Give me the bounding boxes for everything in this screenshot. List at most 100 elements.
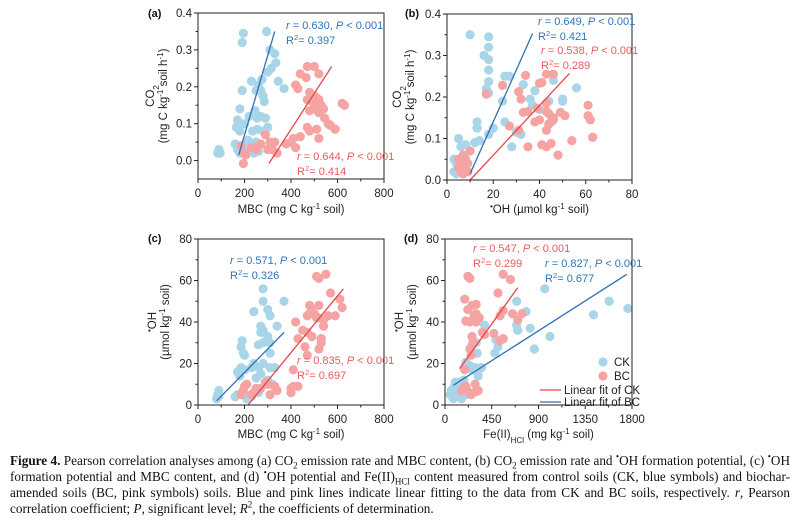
data-point-bc — [514, 87, 524, 97]
data-point-bc — [548, 115, 558, 125]
text-segment: P — [595, 258, 603, 270]
text-segment: r — [538, 16, 543, 28]
data-point-ck — [558, 96, 568, 106]
y-axis-label: •OH — [392, 312, 407, 332]
text-segment: r — [230, 255, 235, 267]
text-segment: (µmol kg — [160, 316, 172, 360]
data-point-bc — [457, 385, 467, 396]
data-point-bc — [288, 365, 298, 375]
data-point-bc — [300, 342, 310, 352]
text-segment: P — [591, 45, 599, 57]
x-tick-label: 20 — [487, 189, 500, 201]
text-segment: P — [588, 16, 596, 28]
scatter-panel: 0 450 900 1350 1800 0 20 40 60 80 Fe(II)HCl (mg kg… — [392, 233, 645, 445]
text-segment: P — [347, 151, 355, 163]
data-point-ck — [540, 284, 550, 294]
data-point-ck — [529, 344, 539, 354]
text-segment: • — [490, 202, 493, 211]
text-segment: = 0.414 — [309, 166, 346, 178]
text-segment: = 0.630, — [290, 20, 336, 32]
data-point-ck — [623, 303, 633, 314]
data-point-ck — [279, 296, 289, 306]
text-segment: soil) — [407, 284, 419, 308]
data-point-bc — [236, 390, 246, 400]
data-point-ck — [525, 323, 535, 333]
data-point-bc — [541, 69, 552, 79]
x-tick-label: 800 — [374, 414, 393, 426]
x-tick-label: 600 — [328, 188, 347, 200]
caption-segment: • — [615, 451, 620, 462]
data-point-bc — [272, 385, 282, 396]
data-point-bc — [295, 131, 305, 142]
text-segment: < 0.001 — [354, 355, 394, 367]
text-segment: 2 — [546, 29, 550, 38]
text-segment: = 0.649, — [542, 16, 588, 28]
data-point-ck — [238, 28, 248, 38]
data-point-ck — [235, 371, 245, 381]
data-point-bc — [330, 124, 340, 134]
data-point-bc — [301, 72, 311, 83]
data-point-ck — [507, 142, 517, 152]
data-point-bc — [521, 70, 531, 81]
text-segment: soil h — [158, 60, 170, 90]
data-point-bc — [495, 311, 505, 321]
text-segment: R — [541, 60, 549, 72]
scatter-panel: 0 200 400 600 800 0.0 0.1 0.2 0.3 0.4 MBC (mg C kg… — [145, 8, 394, 216]
data-point-ck — [484, 32, 494, 42]
data-point-bc — [260, 130, 271, 140]
text-segment: = 0.299 — [485, 258, 522, 270]
data-point-bc — [534, 115, 545, 125]
data-point-bc — [314, 108, 324, 118]
x-tick-label: 450 — [482, 414, 501, 426]
data-point-bc — [325, 288, 336, 298]
data-point-bc — [471, 299, 481, 309]
x-tick-label: 800 — [374, 188, 393, 200]
caption-segment: Pearson correlation analyses among (a) C… — [60, 453, 294, 468]
text-segment: 2 — [399, 86, 408, 91]
x-axis-label: Fe(II)HCl (mg kg-1 soil) — [483, 427, 594, 445]
data-point-ck — [270, 48, 280, 59]
text-segment: P — [336, 20, 344, 32]
text-segment: = 0.326 — [242, 270, 279, 282]
stat-annotation: R2= 0.289 — [541, 58, 590, 73]
stat-annotation: r = 0.835, P < 0.001 — [297, 355, 394, 367]
data-point-ck — [263, 67, 273, 77]
data-point-ck — [571, 83, 582, 93]
text-segment: = 0.827, — [549, 258, 595, 270]
text-segment: P — [523, 243, 531, 255]
y-tick-label: 40 — [426, 317, 439, 329]
data-point-bc — [553, 150, 563, 160]
data-point-bc — [467, 331, 477, 342]
text-segment: OH — [394, 312, 406, 329]
text-segment: = 0.644, — [301, 151, 347, 163]
caption-segment: OH formation potential, (c) — [619, 453, 768, 468]
y-axis-label: •OH — [145, 312, 160, 332]
data-point-ck — [237, 85, 247, 96]
text-segment: soil) — [570, 429, 594, 441]
stat-annotation: R2= 0.326 — [230, 268, 279, 283]
text-segment: ) — [158, 48, 170, 52]
text-segment: = 0.538, — [545, 45, 591, 57]
panel-label: (b) — [405, 8, 419, 20]
data-point-ck — [249, 307, 259, 317]
data-point-bc — [516, 94, 526, 104]
y-tick-label: 0.0 — [425, 175, 441, 187]
text-segment: MBC (mg C kg — [238, 204, 313, 216]
caption-segment: R — [239, 501, 248, 516]
text-segment: ) — [405, 49, 417, 53]
caption-segment: emission rate and — [516, 453, 616, 468]
y-axis-label: CO2 — [145, 85, 161, 107]
stat-annotation: R2= 0.397 — [286, 33, 335, 48]
text-segment: soil h — [405, 61, 417, 91]
data-point-ck — [504, 71, 515, 81]
data-point-ck — [530, 86, 540, 96]
y-tick-label: 20 — [426, 359, 439, 371]
y-axis-label: (mg C kg-1 soil h-1) — [156, 48, 171, 143]
text-segment: soil) — [320, 429, 344, 441]
data-point-bc — [246, 143, 257, 153]
stat-annotation: r = 0.827, P < 0.001 — [545, 258, 642, 270]
text-segment: (mg C kg — [405, 98, 417, 145]
data-point-bc — [291, 143, 301, 153]
data-point-bc — [583, 100, 593, 110]
data-point-ck — [453, 133, 464, 144]
